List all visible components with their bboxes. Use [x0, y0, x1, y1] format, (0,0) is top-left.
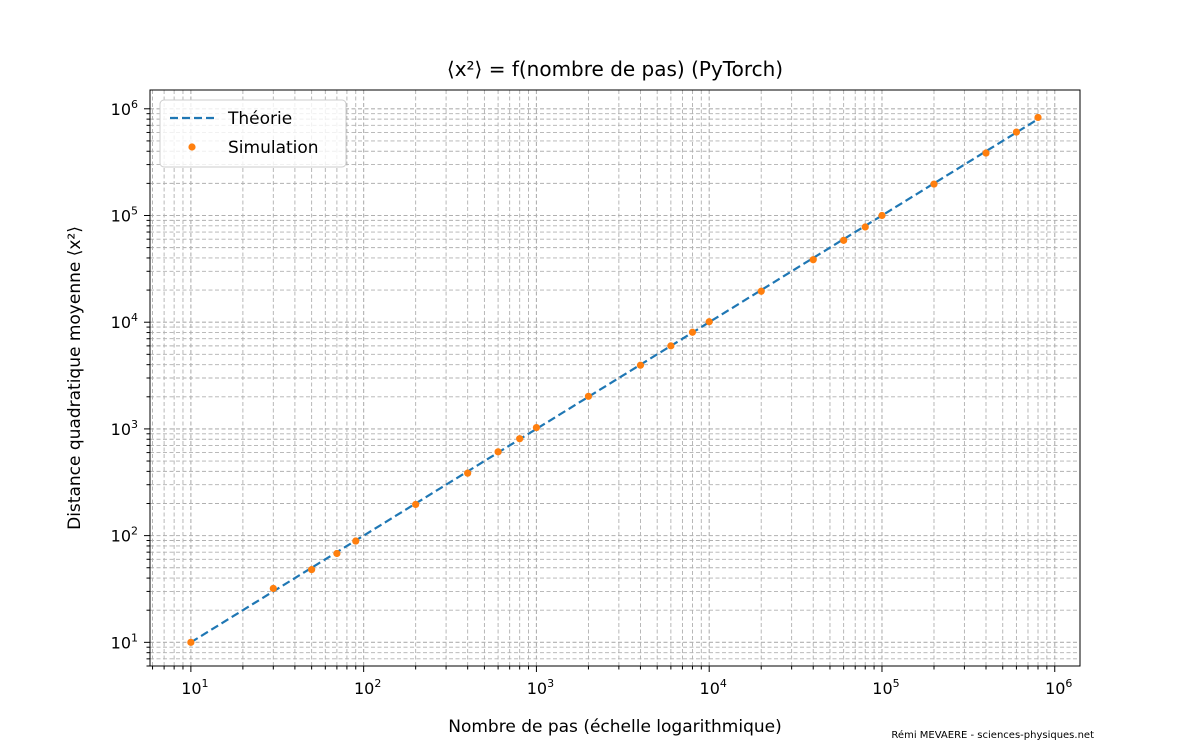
x-tick-label: 101 — [181, 677, 208, 698]
simulation-point — [333, 549, 341, 558]
theory-line — [190, 118, 1039, 644]
legend: Théorie Simulation — [159, 99, 347, 168]
x-axis-title: Nombre de pas (échelle logarithmique) — [448, 717, 781, 737]
y-tick-label: 105 — [111, 204, 138, 225]
simulation-point — [982, 149, 990, 157]
simulation-point — [688, 328, 697, 336]
x-tick-labels: 101 102 103 104 105 106 — [181, 677, 1072, 698]
simulation-point — [464, 469, 472, 477]
legend-simulation-swatch — [188, 143, 196, 151]
simulation-point — [352, 537, 360, 545]
simulation-point — [1034, 113, 1042, 122]
x-tick-label: 104 — [700, 677, 727, 698]
y-tick-labels: 101 102 103 104 105 106 — [111, 98, 138, 653]
theory-series — [190, 118, 1039, 644]
y-tick-label: 101 — [111, 631, 138, 652]
simulation-point — [584, 392, 593, 400]
y-tick-label: 103 — [111, 418, 138, 439]
simulation-point — [532, 423, 541, 432]
simulation-point — [861, 223, 869, 231]
author-credit: Rémi MEVAERE - sciences-physiques.net — [891, 729, 1094, 741]
simulation-point — [187, 638, 195, 646]
simulation-point — [1012, 128, 1021, 136]
y-tick-label: 102 — [111, 525, 138, 546]
simulation-point — [667, 342, 675, 350]
simulation-point — [840, 236, 848, 244]
x-tick-label: 105 — [872, 677, 899, 698]
simulation-point — [705, 318, 713, 326]
x-tick-label: 106 — [1045, 677, 1072, 698]
simulation-point — [809, 256, 817, 264]
simulation-point — [308, 566, 316, 574]
axis-ticks — [144, 108, 1056, 672]
x-tick-label: 103 — [527, 677, 554, 698]
grid — [150, 90, 1080, 667]
simulation-point — [494, 448, 502, 456]
legend-simulation-label: Simulation — [228, 138, 319, 158]
chart-title: ⟨x²⟩ = f(nombre de pas) (PyTorch) — [447, 57, 783, 81]
y-tick-label: 106 — [111, 98, 138, 119]
simulation-point — [412, 500, 420, 509]
simulation-point — [516, 435, 524, 443]
simulation-point — [269, 584, 277, 593]
simulation-point — [930, 180, 938, 188]
simulation-point — [878, 211, 886, 220]
simulation-point — [636, 361, 645, 369]
y-axis-title: Distance quadratique moyenne ⟨x²⟩ — [65, 226, 85, 530]
legend-theory-label: Théorie — [227, 109, 292, 129]
simulation-point — [757, 287, 765, 295]
y-tick-label: 104 — [111, 311, 138, 332]
x-tick-label: 102 — [354, 677, 381, 698]
legend-box — [159, 99, 347, 168]
simulation-series — [187, 113, 1042, 646]
